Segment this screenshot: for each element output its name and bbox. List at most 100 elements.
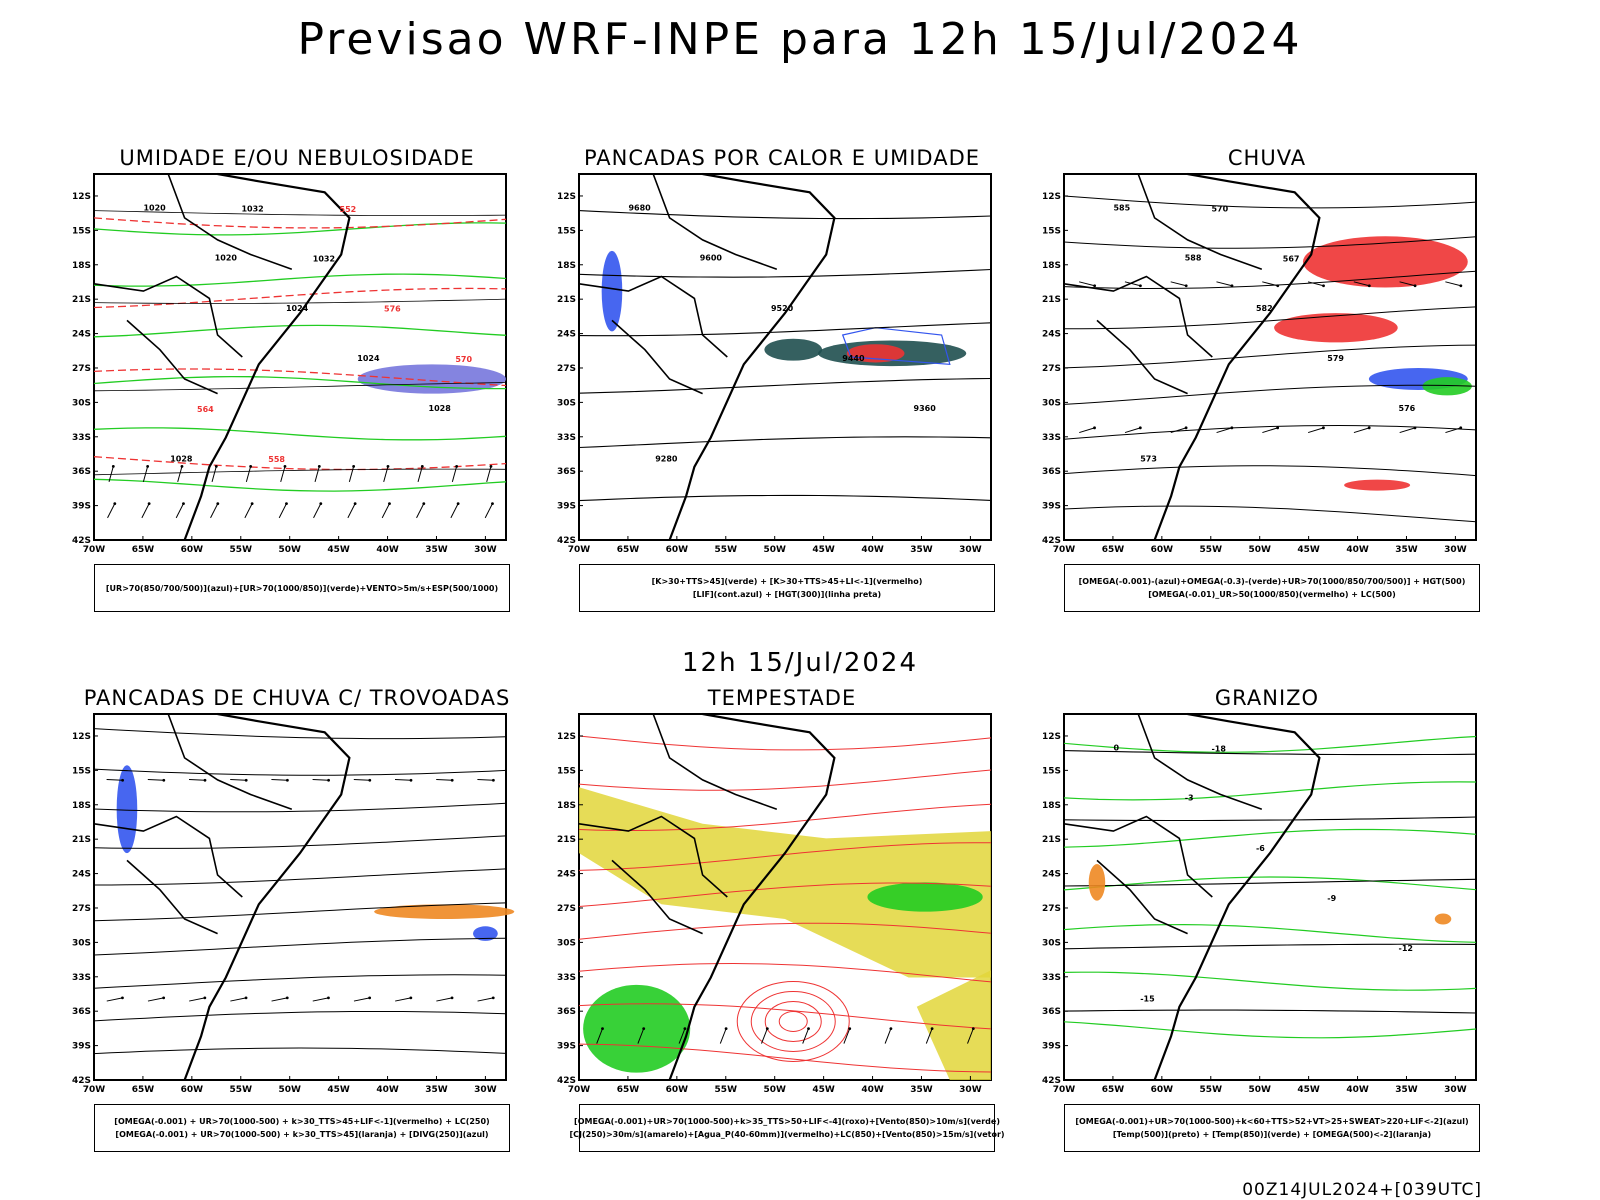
legend-box: [OMEGA(-0.001) + UR>70(1000-500) + k>30_…	[94, 1104, 510, 1152]
contour-label: 1028	[429, 404, 452, 413]
wind-vector	[967, 1028, 974, 1044]
wind850-green-area	[867, 882, 983, 912]
lon-label: 50W	[1248, 545, 1271, 555]
legend-line: [LIF](cont.azul) + [HGT(300)](linha pret…	[692, 590, 882, 599]
wind-vector	[188, 778, 206, 781]
temp850-contour	[1063, 971, 1477, 991]
lon-label: 40W	[861, 545, 884, 555]
wind-vector	[1216, 281, 1233, 287]
map-frame	[93, 713, 507, 1081]
lon-label: 45W	[327, 545, 350, 555]
hgt300-contour	[578, 322, 992, 337]
lon-label: 55W	[1200, 545, 1223, 555]
lat-label: 39S	[557, 502, 576, 512]
storm-orange-area	[374, 904, 515, 919]
pressure-contour	[93, 382, 507, 392]
lat-label: 27S	[557, 904, 576, 914]
wind-vector-head	[162, 778, 166, 782]
wind-vector	[347, 503, 356, 519]
lat-label: 33S	[72, 973, 91, 983]
contour-label: -18	[1211, 744, 1226, 753]
wind-vector	[678, 1028, 686, 1044]
lon-label: 65W	[617, 545, 640, 555]
lat-label: 15S	[72, 766, 91, 776]
lon-label: 70W	[568, 1085, 591, 1095]
lat-label: 39S	[1042, 1042, 1061, 1052]
panel-chuva: CHUVA 585 588 582 579 576 573 570 567 12S 15S 18S 2…	[1032, 146, 1502, 626]
lat-label: 24S	[1042, 870, 1061, 880]
wind-vector	[211, 466, 217, 482]
contour-label: 564	[197, 405, 214, 414]
hgt500-contour	[1063, 424, 1477, 440]
wind850-green-area	[583, 984, 691, 1073]
wind-vector-head	[319, 502, 323, 505]
wind-vector-head	[1184, 284, 1188, 288]
lat-label: 15S	[557, 766, 576, 776]
streamline-850	[578, 962, 992, 983]
lat-label: 12S	[72, 192, 91, 202]
lat-label: 36S	[557, 467, 576, 477]
lat-label: 42S	[557, 536, 576, 546]
wind-vector	[147, 778, 164, 781]
lon-label: 40W	[861, 1085, 884, 1095]
lat-label: 27S	[72, 364, 91, 374]
wind-vector	[1445, 281, 1461, 287]
coastline	[1153, 172, 1321, 541]
wind-vector	[416, 503, 425, 519]
wind-vector-head	[491, 778, 495, 782]
streamline-250	[93, 768, 507, 776]
wind-vector	[314, 466, 320, 482]
panel-tempestade: TEMPESTADE 12S 15S 18S 21S 24S 27S 30S 33S 36S 39…	[547, 686, 1017, 1166]
legend-line: [OMEGA(-0.001)-(azul)+OMEGA(-0.3)-(verde…	[1078, 577, 1466, 586]
wind-vector-head	[327, 996, 330, 1000]
country-border	[652, 713, 778, 810]
lat-label: 30S	[557, 398, 576, 408]
legend-line: [UR>70(850/700/500)](azul)+[UR>70(1000/8…	[105, 583, 499, 593]
omega-orange-area	[1088, 864, 1106, 901]
wind-vector	[417, 466, 423, 482]
rain-green-area	[1422, 377, 1472, 396]
wind-vector	[719, 1028, 727, 1044]
lon-label: 40W	[376, 545, 399, 555]
country-border	[1137, 713, 1263, 810]
lon-label: 65W	[1102, 545, 1125, 555]
wind-vector	[280, 466, 286, 482]
lat-label: 18S	[1042, 261, 1061, 271]
wind-vector-head	[848, 1027, 852, 1031]
lon-label: 70W	[1053, 545, 1076, 555]
country-border	[167, 173, 293, 270]
wind-vector-head	[214, 465, 218, 468]
main-title: Previsao WRF-INPE para 12h 15/Jul/2024	[297, 14, 1303, 65]
lon-label: 45W	[1297, 545, 1320, 555]
lat-label: 36S	[1042, 467, 1061, 477]
lon-label: 40W	[1346, 1085, 1369, 1095]
contour-label: 9680	[628, 204, 651, 213]
panel-title: TEMPESTADE	[707, 686, 857, 710]
wind-vector	[147, 997, 164, 1002]
wind-vector	[1170, 427, 1187, 434]
lat-label: 33S	[557, 973, 576, 983]
lon-label: 60W	[666, 545, 689, 555]
lon-label: 65W	[617, 1085, 640, 1095]
lon-label: 35W	[910, 1085, 933, 1095]
wind-vector	[245, 466, 252, 482]
panel-pancadas-calor: PANCADAS POR CALOR E UMIDADE 9680 9600 952…	[547, 146, 1017, 626]
wind-vector	[450, 503, 459, 519]
contour-label: 558	[268, 455, 285, 464]
temp500-contour	[1063, 816, 1477, 822]
coastline	[1153, 712, 1321, 1081]
temp850-contour	[1063, 923, 1477, 943]
lon-label: 30W	[959, 545, 982, 555]
lat-label: 18S	[72, 261, 91, 271]
streamline-850	[578, 1003, 992, 1030]
lat-label: 21S	[557, 835, 576, 845]
wind-vector-head	[1322, 284, 1325, 288]
lon-label: 50W	[278, 1085, 301, 1095]
lat-label: 27S	[1042, 364, 1061, 374]
wind-vector-head	[409, 778, 413, 782]
contour-label: 582	[1256, 304, 1273, 313]
hgt500-contour	[1063, 344, 1477, 369]
streamline-250	[93, 835, 507, 849]
wind-vector	[1399, 427, 1416, 434]
wind-vector-head	[203, 778, 207, 782]
